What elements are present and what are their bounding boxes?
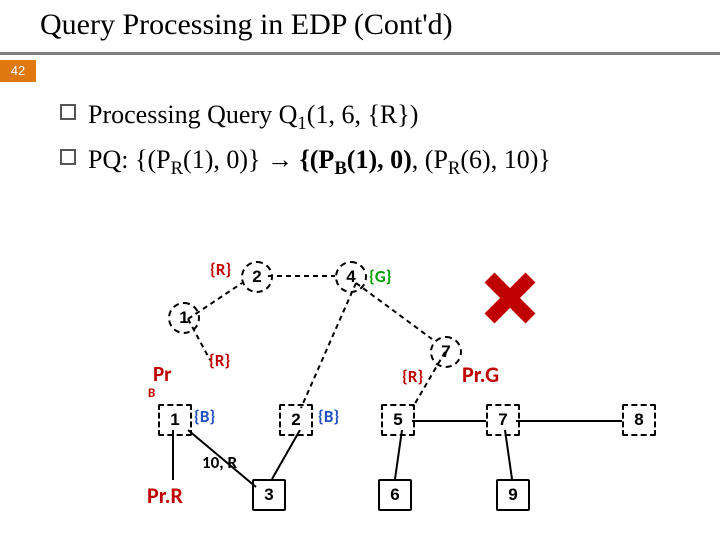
bullet-1-sub: 1	[297, 113, 306, 134]
node-2-dashed: 2	[241, 261, 273, 293]
node-sq-7: 7	[486, 404, 520, 436]
label-R-1: {R}	[210, 259, 231, 280]
bullet-1-text2: (1, 6, {R})	[307, 100, 419, 129]
bullet-1-text: Processing Query Q	[88, 100, 297, 129]
node-solid-9: 9	[496, 479, 530, 511]
bullet-list: Processing Query Q1(1, 6, {R}) PQ: {(PR(…	[60, 96, 551, 187]
bullet-1: Processing Query Q1(1, 6, {R})	[60, 96, 551, 137]
label-edge-10R: 10, R	[202, 452, 237, 473]
bullet-2-sub1: R	[171, 159, 183, 180]
label-B-1: {B}	[194, 406, 215, 427]
node-solid-6: 6	[378, 479, 412, 511]
label-PrR: Pr.R	[147, 482, 183, 509]
node-sq-8: 8	[622, 404, 656, 436]
cross-icon	[482, 270, 538, 326]
page-number-badge: 42	[0, 60, 36, 82]
label-R-2: {R}	[209, 350, 230, 371]
bullet-2-t3: , (P	[412, 145, 448, 174]
bullet-2-t1: PQ: {(P	[88, 145, 171, 174]
node-sq-1: 1	[158, 404, 192, 436]
label-PrG: Pr.G	[462, 361, 499, 388]
bullet-marker	[60, 104, 76, 120]
label-B-2: {B}	[318, 406, 339, 427]
node-4-dashed: 4	[335, 261, 367, 293]
bullet-2-sub2: B	[334, 159, 346, 180]
title-rule	[0, 52, 720, 55]
bullet-2-bold2: (1), 0)	[347, 145, 412, 174]
bullet-2-bold1: {(P	[300, 145, 335, 174]
bullet-2-sub3: R	[448, 159, 460, 180]
bullet-2: PQ: {(PR(1), 0)} → {(PB(1), 0), (PR(6), …	[60, 141, 551, 182]
slide-title: Query Processing in EDP (Cont'd)	[40, 8, 453, 42]
node-1-dashed: 1	[168, 302, 200, 334]
label-Pr: Pr	[153, 361, 172, 387]
node-sq-5: 5	[381, 404, 415, 436]
label-Pr-B: B	[148, 386, 155, 401]
label-G: {G}	[369, 266, 392, 287]
bullet-2-t4: (6), 10)}	[460, 145, 550, 174]
node-sq-2: 2	[279, 404, 313, 436]
node-7-dashed: 7	[430, 336, 462, 368]
label-R-3: {R}	[402, 366, 423, 387]
bullet-marker	[60, 149, 76, 165]
node-solid-3: 3	[252, 479, 286, 511]
bullet-2-t2: (1), 0)} →	[183, 145, 299, 174]
